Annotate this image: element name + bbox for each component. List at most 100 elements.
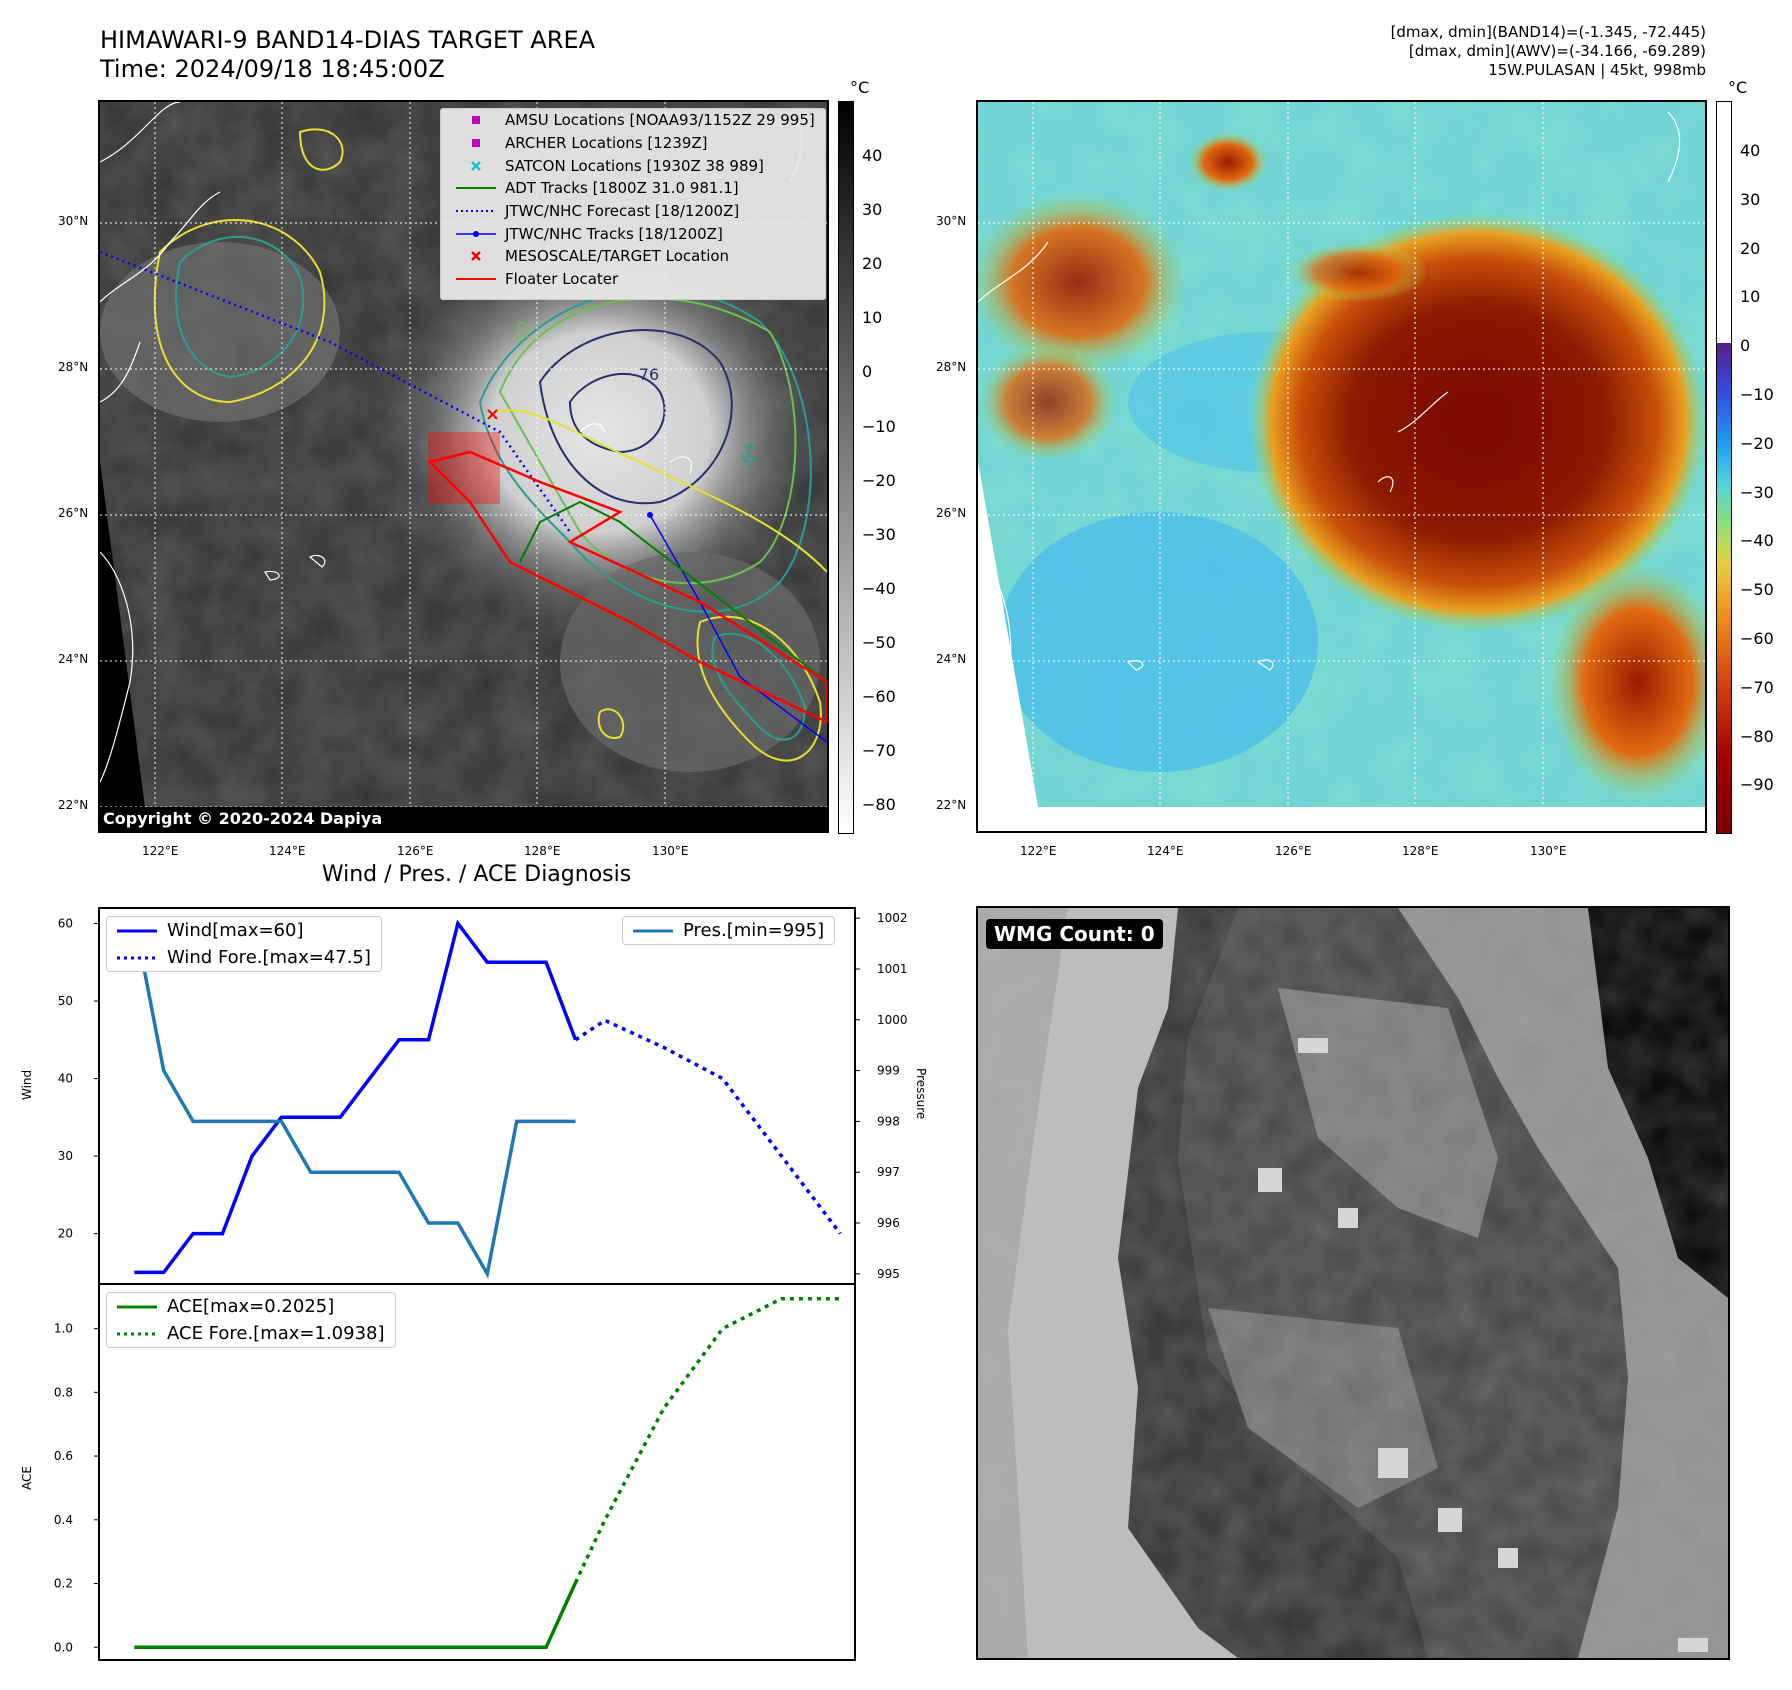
awv-colorbar-tick-label: −10 [1740, 385, 1774, 404]
map-legend-item: JTWC/NHC Forecast [18/1200Z] [441, 200, 825, 223]
map-legend-symbol [455, 114, 497, 126]
map-legend-label: JTWC/NHC Tracks [18/1200Z] [505, 224, 723, 243]
band14-colorbar-unit: °C [850, 78, 870, 97]
map-legend-item: JTWC/NHC Tracks [18/1200Z] [441, 222, 825, 245]
band14-colorbar-tick-label: 0 [862, 362, 873, 382]
awv-colorbar-tick-label: −70 [1740, 677, 1774, 697]
awv-colorbar-tick-label: −60 [1740, 629, 1774, 648]
band14-colorbar-tick-label: 30 [862, 200, 883, 220]
awv-colorbar-tick-label: −90 [1740, 775, 1774, 795]
copyright: Copyright © 2020-2024 Dapiya [103, 809, 383, 828]
awv-map-image [978, 102, 1705, 831]
pressure-tick-label: 1000 [877, 1013, 908, 1027]
awv-lat-label-30: 30°N [936, 214, 967, 228]
map-legend-item: AMSU Locations [NOAA93/1152Z 29 995] [441, 109, 825, 132]
map-legend-symbol [455, 160, 497, 172]
band14-range: [dmax, dmin](BAND14)=(-1.345, -72.445) [1390, 23, 1706, 41]
band14-colorbar-tick-label: −30 [862, 524, 896, 544]
timestamp: Time: 2024/09/18 18:45:00Z [100, 55, 445, 83]
map-legend-symbol [455, 137, 497, 149]
ace-fore-legend-label: ACE Fore.[max=1.0938] [167, 1323, 385, 1344]
wind-legend-label: Wind[max=60] [167, 920, 304, 941]
map-legend-item: MESOSCALE/TARGET Location [441, 245, 825, 268]
awv-colorbar-tick-label: 30 [1740, 189, 1761, 209]
awv-colorbar-tick-label: −40 [1740, 531, 1774, 551]
map-legend-label: JTWC/NHC Forecast [18/1200Z] [505, 202, 740, 221]
lat-label-26: 26°N [58, 506, 89, 520]
lon-label-122: 122°E [142, 844, 179, 858]
wind-forecast-series-line [574, 1018, 842, 1235]
band14-colorbar-tick-label: −20 [862, 470, 896, 490]
band14-colorbar-tick-label: −50 [862, 632, 896, 652]
awv-map [976, 100, 1707, 833]
lat-label-28: 28°N [58, 360, 89, 374]
pressure-tick-label: 998 [877, 1114, 900, 1128]
pres-legend-line [633, 929, 673, 932]
pressure-tick-label: 996 [877, 1216, 900, 1230]
map-legend-symbol [455, 205, 497, 217]
ace-axes-frame [98, 1283, 856, 1661]
pressure-tick-label: 995 [877, 1267, 900, 1281]
awv-colorbar-tick-label: 0 [1740, 336, 1751, 356]
band14-colorbar-tick-label: −80 [862, 795, 896, 815]
contour-label-76: -76 [633, 365, 660, 384]
map-legend-label: ADT Tracks [1800Z 31.0 981.1] [505, 179, 739, 198]
lat-label-30: 30°N [58, 214, 89, 228]
map-legend-symbol [455, 182, 497, 194]
ace-tick-label: 0.4 [54, 1513, 73, 1527]
ace-legend-line [117, 1305, 157, 1308]
lat-label-22: 22°N [58, 798, 89, 812]
ace-tick-label: 1.0 [54, 1322, 73, 1336]
page-title: HIMAWARI-9 BAND14-DIAS TARGET AREA [100, 26, 596, 54]
awv-lon-label-124: 124°E [1147, 844, 1184, 858]
ace-ylabel: ACE [20, 1466, 34, 1490]
ace-tick-label: 0.6 [54, 1449, 73, 1463]
awv-lat-label-26: 26°N [936, 506, 967, 520]
wind-tick-label: 60 [58, 917, 73, 931]
awv-range: [dmax, dmin](AWV)=(-34.166, -69.289) [1408, 42, 1706, 60]
ace-series-line [134, 1581, 578, 1650]
pressure-tick-label: 1001 [877, 962, 908, 976]
awv-lon-label-128: 128°E [1402, 844, 1439, 858]
wind-fore-legend-line [117, 956, 157, 959]
map-legend-item: ADT Tracks [1800Z 31.0 981.1] [441, 177, 825, 200]
diagnosis-title: Wind / Pres. / ACE Diagnosis [321, 862, 632, 887]
wmg-image [978, 908, 1728, 1658]
pressure-tick-label: 999 [877, 1064, 900, 1078]
diagnosis-chart: 60 50 40 30 20 1002 1001 1000 999 998 997 996 995 1.0… [54, 907, 908, 1661]
map-legend-item: Floater Locater [441, 268, 825, 291]
band14-colorbar-tick-label: −60 [862, 687, 896, 706]
storm-info: 15W.PULASAN | 45kt, 998mb [1488, 61, 1706, 79]
awv-lon-label-122: 122°E [1020, 844, 1057, 858]
map-legend-label: MESOSCALE/TARGET Location [505, 247, 730, 266]
pres-legend-label: Pres.[min=995] [683, 920, 825, 941]
awv-colorbar-tick-label: 40 [1740, 141, 1761, 160]
band14-colorbar-tick-label: −10 [862, 416, 896, 436]
pressure-legend: Pres.[min=995] [622, 916, 836, 945]
band14-colorbar-tick-label: 10 [862, 308, 883, 328]
map-legend-label: Floater Locater [505, 270, 619, 289]
awv-lon-label-126: 126°E [1275, 844, 1312, 858]
band14-colorbar-tick-label: 20 [862, 254, 883, 274]
map-legend-symbol [455, 273, 497, 285]
wind-ylabel: Wind [20, 1069, 34, 1100]
map-legend-symbol [455, 228, 497, 240]
awv-colorbar-unit: °C [1728, 78, 1748, 97]
awv-colorbar-tick-label: −80 [1740, 726, 1774, 746]
wind-tick-label: 30 [58, 1149, 73, 1163]
lon-label-130: 130°E [652, 844, 689, 858]
pressure-ylabel: Pressure [914, 1068, 928, 1120]
svg-text:×: × [485, 404, 500, 425]
awv-colorbar-tick-label: −30 [1740, 482, 1774, 502]
wmg-panel [976, 906, 1730, 1660]
awv-colorbar-tick-label: −50 [1740, 580, 1774, 600]
awv-colorbar-tick-label: 10 [1740, 287, 1761, 307]
ace-forecast-series-line [573, 1296, 841, 1584]
band14-colorbar [838, 101, 854, 834]
pressure-tick-label: 997 [877, 1165, 900, 1179]
map-legend-item: SATCON Locations [1930Z 38 989] [441, 154, 825, 177]
wind-tick-label: 40 [58, 1072, 73, 1086]
lon-label-126: 126°E [397, 844, 434, 858]
awv-lat-label-28: 28°N [936, 360, 967, 374]
wind-series-line [134, 919, 578, 1275]
